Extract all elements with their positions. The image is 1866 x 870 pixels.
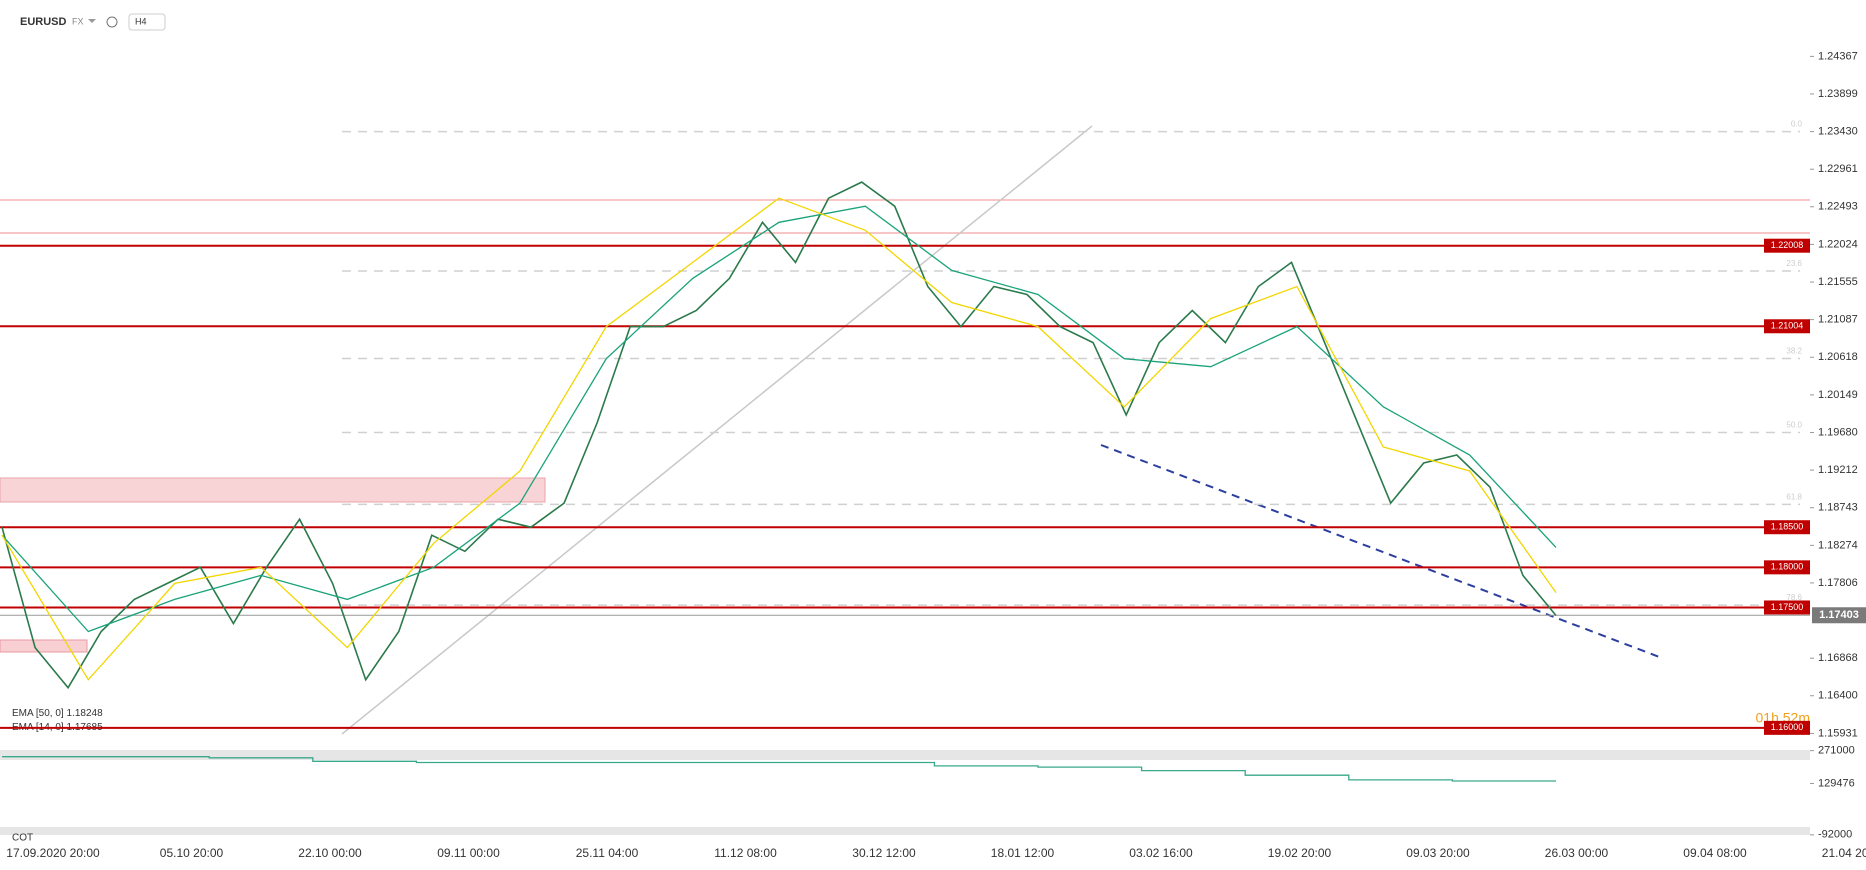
y-tick-label: 1.22493 — [1818, 201, 1858, 213]
fib-label: 23.6 — [1786, 259, 1802, 268]
level-tag: 1.16000 — [1764, 720, 1810, 735]
level-box — [1764, 720, 1810, 735]
y-tick-label: 1.16400 — [1818, 690, 1858, 702]
supply-zone — [0, 477, 546, 503]
market[interactable]: FX — [72, 16, 84, 26]
level-label: 1.18500 — [1771, 522, 1804, 532]
level-box — [1764, 520, 1810, 535]
y-tick-label: -92000 — [1818, 829, 1852, 841]
x-tick-label: 26.03 00:00 — [1545, 846, 1609, 860]
level-box — [1764, 560, 1810, 575]
fib-label: 78.6 — [1786, 593, 1802, 602]
x-tick-label: 25.11 04:00 — [576, 846, 639, 860]
x-tick-label: 11.12 08:00 — [714, 846, 777, 860]
level-tag: 1.18000 — [1764, 560, 1810, 575]
x-tick-label: 21.04 20:00 — [1822, 846, 1866, 860]
y-tick-label: 1.15931 — [1818, 727, 1858, 739]
x-tick-label: 22.10 00:00 — [298, 846, 362, 860]
price-line — [1, 181, 1557, 690]
level-box — [1764, 600, 1810, 615]
y-tick-label: 1.22961 — [1818, 163, 1858, 175]
dropdown-icon[interactable] — [88, 19, 96, 23]
x-tick-label: 09.03 20:00 — [1406, 846, 1470, 860]
y-tick-label: 1.16868 — [1818, 652, 1858, 664]
cot-line — [2, 756, 1556, 782]
trend-line — [1100, 444, 1663, 659]
supply-zone — [0, 639, 88, 653]
level-label: 1.22008 — [1771, 240, 1804, 250]
level-tag: 1.17500 — [1764, 600, 1810, 615]
info-icon[interactable] — [106, 16, 118, 28]
current-price-label: 1.17403 — [1819, 609, 1859, 621]
fib-label: 0.0 — [1791, 120, 1803, 129]
x-tick-label: 03.02 16:00 — [1129, 846, 1193, 860]
y-tick-label: 1.24367 — [1818, 50, 1858, 62]
trend-line — [341, 125, 1093, 735]
level-tag: 1.18500 — [1764, 520, 1810, 535]
x-tick-label: 09.04 08:00 — [1683, 846, 1747, 860]
ema-line — [1, 205, 1557, 633]
fib-label: 38.2 — [1786, 347, 1802, 356]
y-tick-label: 1.20618 — [1818, 351, 1858, 363]
fib-label: 61.8 — [1786, 492, 1802, 501]
y-tick-label: 1.18743 — [1818, 502, 1858, 514]
interval-box[interactable] — [128, 13, 166, 31]
symbol[interactable]: EURUSD — [20, 16, 67, 28]
level-tag: 1.22008 — [1764, 238, 1810, 253]
level-label: 1.16000 — [1771, 722, 1804, 732]
y-tick-label: 271000 — [1818, 745, 1855, 757]
y-tick-label: 1.20149 — [1818, 389, 1858, 401]
y-tick-label: 1.19212 — [1818, 464, 1858, 476]
x-tick-label: 05.10 20:00 — [160, 846, 224, 860]
y-tick-label: 1.23430 — [1818, 125, 1858, 137]
y-tick-label: 1.18274 — [1818, 539, 1858, 551]
legend-cot: COT — [12, 833, 33, 844]
pane-header — [0, 750, 1810, 760]
level-box — [1764, 319, 1810, 334]
y-tick-label: 1.17806 — [1818, 577, 1858, 589]
level-label: 1.17500 — [1771, 602, 1804, 612]
x-tick-label: 19.02 20:00 — [1268, 846, 1332, 860]
y-tick-label: 1.22024 — [1818, 238, 1858, 250]
y-tick-label: 1.21087 — [1818, 314, 1858, 326]
y-tick-label: 1.23899 — [1818, 88, 1858, 100]
x-tick-label: 18.01 12:00 — [991, 846, 1055, 860]
x-tick-label: 30.12 12:00 — [852, 846, 916, 860]
x-tick-label: 17.09.2020 20:00 — [6, 846, 100, 860]
y-tick-label: 1.21555 — [1818, 276, 1858, 288]
level-label: 1.18000 — [1771, 562, 1804, 572]
y-tick-label: 1.19680 — [1818, 426, 1858, 438]
interval[interactable]: H4 — [135, 16, 147, 26]
pane-header — [0, 827, 1810, 835]
fib-label: 50.0 — [1786, 421, 1802, 430]
x-tick-label: 09.11 00:00 — [437, 846, 500, 860]
y-tick-label: 129476 — [1818, 777, 1855, 789]
level-box — [1764, 238, 1810, 253]
legend-ema50: EMA [50, 0] 1.18248 — [12, 708, 103, 719]
current-price-box — [1812, 607, 1866, 624]
level-tag: 1.21004 — [1764, 319, 1810, 334]
ema-line — [1, 197, 1557, 681]
level-label: 1.21004 — [1771, 321, 1804, 331]
